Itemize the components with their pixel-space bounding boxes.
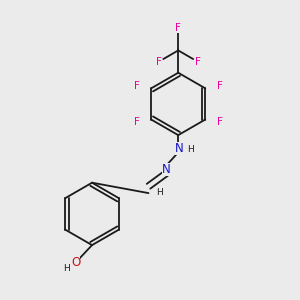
Text: F: F [134,81,140,91]
Text: F: F [134,117,140,127]
Text: F: F [217,81,223,91]
Text: N: N [162,163,171,176]
Text: N: N [175,142,184,155]
Text: F: F [175,23,181,33]
Text: H: H [187,145,194,154]
Text: F: F [156,57,162,67]
Text: F: F [195,57,201,67]
Text: O: O [71,256,80,269]
Text: F: F [217,117,223,127]
Text: H: H [156,188,163,197]
Text: H: H [63,264,70,273]
